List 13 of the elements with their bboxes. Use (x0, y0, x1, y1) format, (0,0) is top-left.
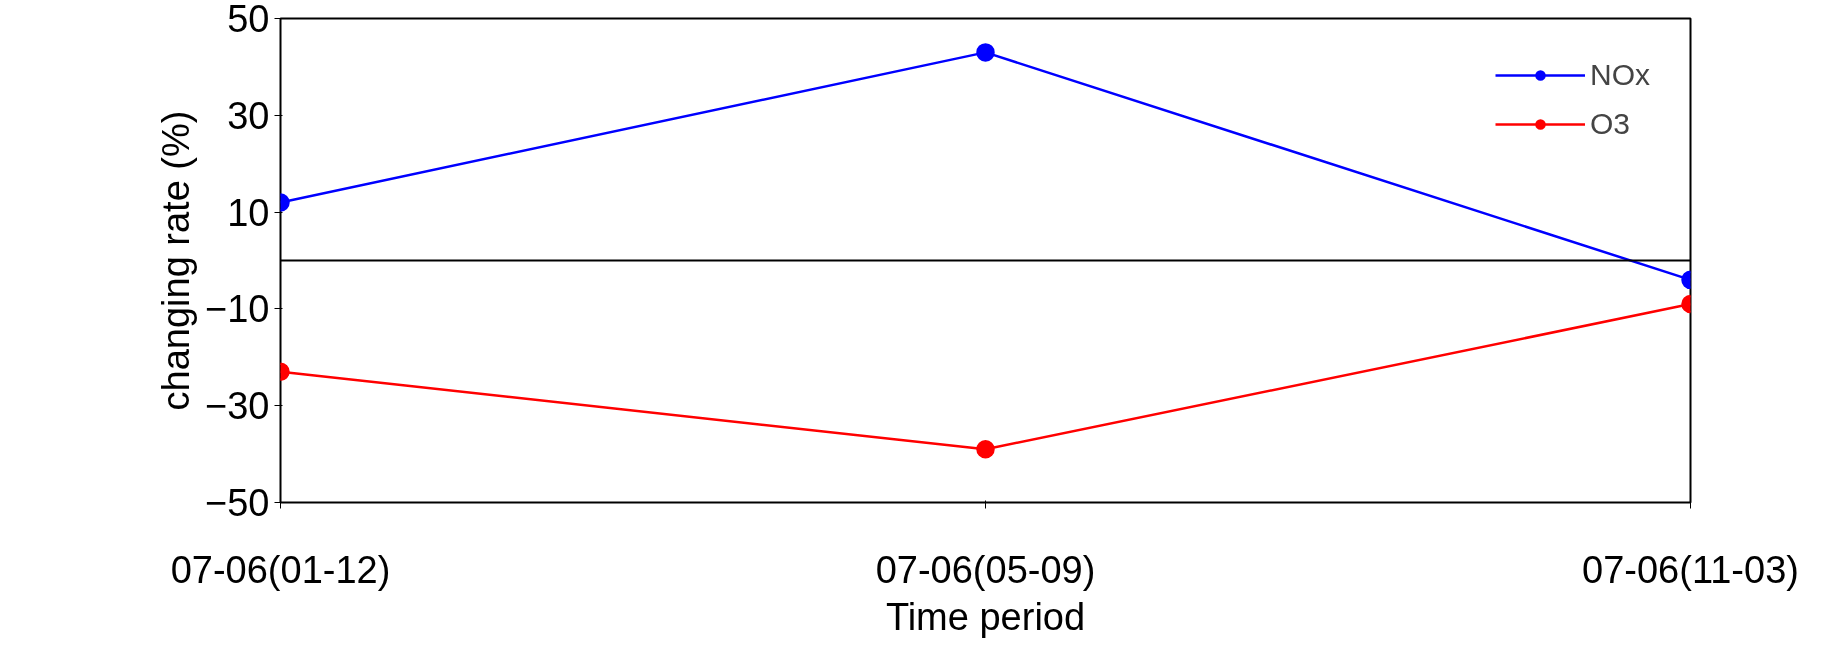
y-axis-title: changing rate (%) (155, 110, 198, 411)
y-tick-label: −30 (205, 385, 270, 428)
y-tick-label: 30 (227, 94, 270, 137)
legend-label: O3 (1590, 107, 1631, 141)
x-tick-label: 07-06(11-03) (1582, 548, 1799, 591)
y-tick-label: −10 (205, 288, 270, 331)
x-axis-title: Time period (885, 595, 1086, 638)
x-tick-label: 07-06(05-09) (875, 548, 1096, 591)
legend-label: NOx (1590, 58, 1650, 92)
x-tick-label: 07-06(01-12) (170, 548, 391, 591)
y-tick-label: 50 (227, 0, 270, 40)
y-tick-label: 10 (227, 191, 270, 234)
y-tick-label: −50 (205, 482, 270, 524)
